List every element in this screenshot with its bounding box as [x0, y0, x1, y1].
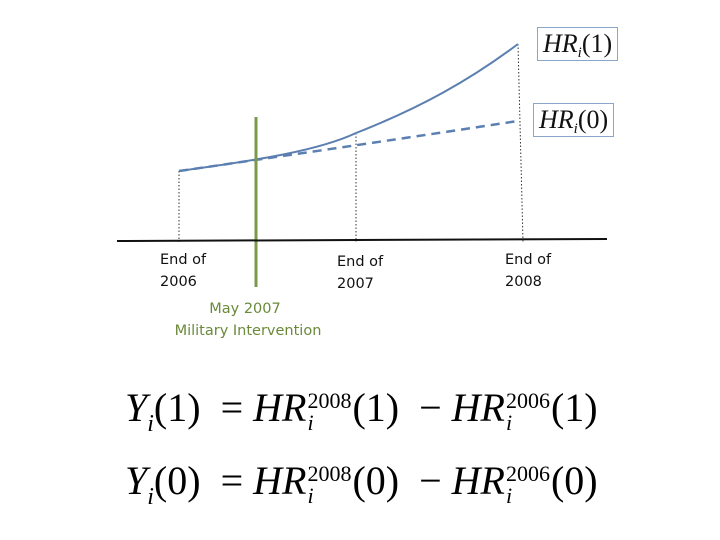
eq2-term2-sup: 2006 [505, 460, 550, 486]
eq2-term1-var: HR [253, 458, 307, 503]
intervention-date: May 2007 [209, 301, 281, 317]
intervention-label: Military Intervention [174, 323, 322, 339]
legend-treated-arg: (1) [581, 29, 613, 58]
eq2-term1-sub: i [307, 482, 314, 508]
eq1-term2-var: HR [451, 385, 505, 430]
eq1-term1-sub: i [307, 409, 314, 435]
eq1-term1-sup: 2008 [307, 387, 352, 413]
curve-control [178, 119, 519, 173]
eq1-lhs-sub: i [147, 411, 154, 437]
tick-label-end-2007: End of 2007 [337, 254, 384, 292]
legend-treated-sub: i [577, 45, 582, 61]
eq1-lhs-arg: (1) [153, 385, 201, 430]
time-axis [116, 238, 608, 242]
eq2-lhs-var: Y [125, 458, 148, 503]
eq1-equals: = [220, 385, 244, 430]
eq1-minus: − [419, 385, 442, 430]
eq2-term1-sup: 2008 [307, 460, 352, 486]
eq1-lhs-var: Y [125, 385, 148, 430]
eq1-term1-var: HR [253, 385, 307, 430]
eq2-lhs-arg: (0) [153, 458, 201, 503]
eq2-term2-arg: (0) [550, 458, 598, 503]
legend-treated-var: HR [543, 29, 578, 58]
legend-control-arg: (0) [577, 105, 609, 134]
eq2-term2-var: HR [451, 458, 505, 503]
eq1-term2-arg: (1) [550, 385, 598, 430]
curve-treated [178, 43, 519, 172]
eq2-lhs-sub: i [147, 484, 154, 510]
eq1-term2-sup: 2006 [505, 387, 550, 413]
eq1-term2-sub: i [505, 409, 513, 435]
drop-line-2008 [517, 43, 524, 243]
legend-control-var: HR [539, 105, 574, 134]
eq2-term2-sub: i [505, 482, 513, 508]
tick-label-end-2008: End of 2008 [505, 252, 552, 290]
legend-control: HRi(0) [533, 103, 615, 137]
eq1-term1-arg: (1) [352, 385, 400, 430]
eq2-term1-arg: (0) [352, 458, 400, 503]
eq2-equals: = [220, 458, 244, 503]
eq2-minus: − [419, 458, 442, 503]
equation-control: Yi(0) = HR 2008 i (0) − HR 2006 i (0) [125, 456, 598, 510]
legend-control-sub: i [573, 121, 578, 137]
legend-treated: HRi(1) [537, 27, 619, 61]
tick-label-end-2006: End of 2006 [160, 252, 207, 290]
equation-treated: Yi(1) = HR 2008 i (1) − HR 2006 i (1) [125, 383, 598, 437]
